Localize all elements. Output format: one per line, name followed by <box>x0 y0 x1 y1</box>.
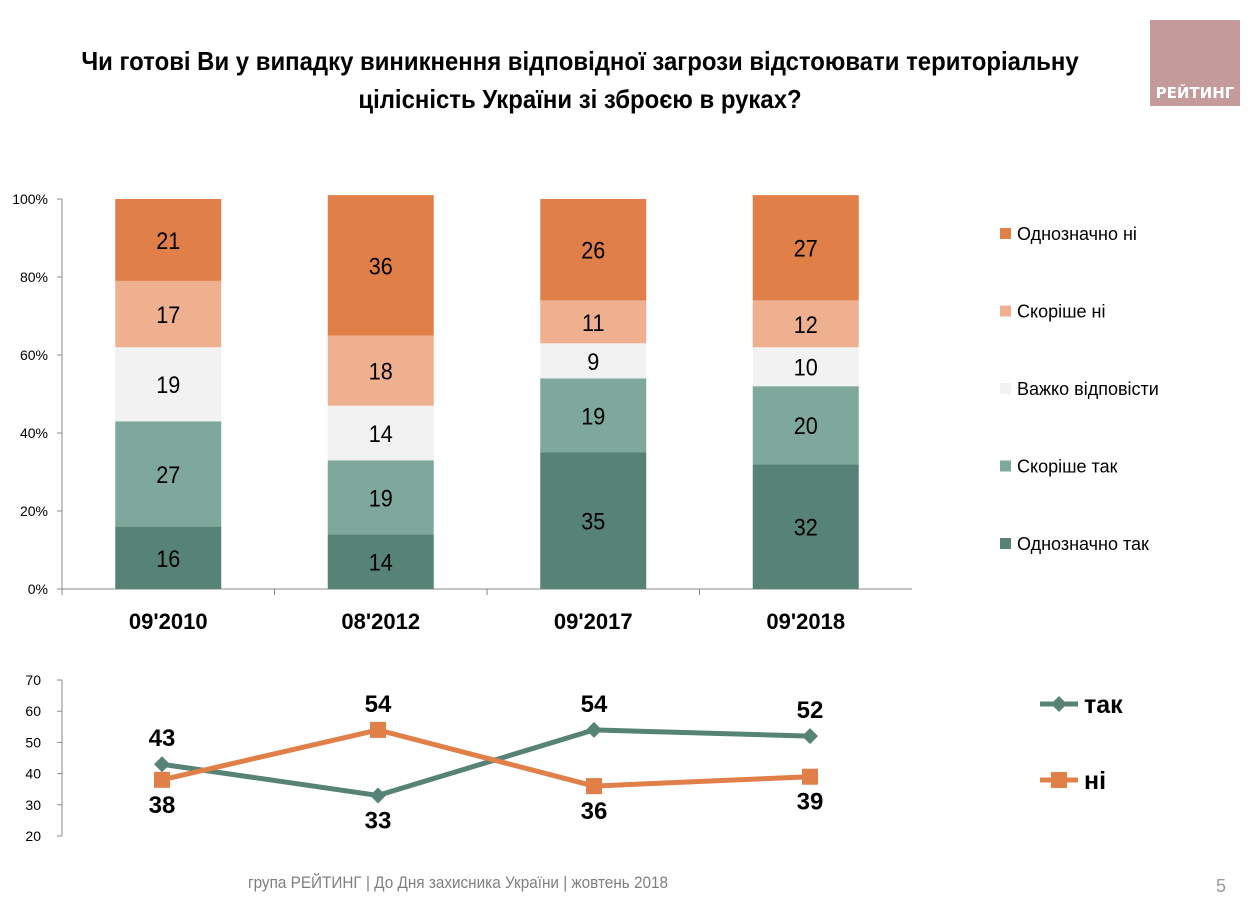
data-point-marker <box>802 728 818 745</box>
bar-label: 18 <box>369 358 393 385</box>
data-label: 52 <box>797 697 824 724</box>
y-tick-label: 40% <box>20 425 48 441</box>
data-label: 36 <box>581 798 608 825</box>
legend-label: ні <box>1084 767 1106 795</box>
bar-label: 20 <box>794 412 818 439</box>
logo-text: РЕЙТИНГ <box>1155 84 1235 102</box>
legend-marker <box>1051 696 1067 712</box>
data-point-marker <box>154 771 170 788</box>
bar-label: 35 <box>581 508 605 535</box>
bar-segment <box>540 378 647 453</box>
x-tick-label: 09'2017 <box>554 609 633 634</box>
x-tick-label: 09'2010 <box>129 609 208 634</box>
data-label: 33 <box>365 807 392 834</box>
bar-label: 16 <box>156 545 180 572</box>
data-label: 54 <box>581 691 608 718</box>
bar-label: 17 <box>156 301 180 328</box>
bar-label: 27 <box>156 461 180 488</box>
bar-segment <box>327 460 434 535</box>
data-point-marker <box>802 768 818 785</box>
bar-label: 12 <box>794 311 818 338</box>
data-point-marker <box>154 756 170 773</box>
legend-label: Скоріше ні <box>1017 302 1106 322</box>
y-tick-label: 60% <box>20 347 48 363</box>
series-line <box>161 727 811 789</box>
legend-label: Скоріше так <box>1017 457 1118 477</box>
y-tick-label: 0% <box>28 581 48 597</box>
footer: група РЕЙТИНГ | До Дня захисника України… <box>248 873 669 892</box>
legend-swatch <box>1000 383 1011 394</box>
bar-segment <box>327 405 434 461</box>
legend-label: Однозначно так <box>1017 534 1149 554</box>
data-label: 38 <box>149 792 176 819</box>
y-tick-label: 60 <box>25 703 41 719</box>
bar-segment <box>327 195 434 336</box>
bar-label: 21 <box>156 227 180 254</box>
bar-label: 11 <box>582 309 604 336</box>
bar-segment <box>540 343 647 379</box>
bar-label: 10 <box>794 354 818 381</box>
bar-segment <box>327 335 434 406</box>
bar-label: 26 <box>581 237 605 264</box>
legend-label: Важко відповісти <box>1017 379 1159 399</box>
bar-label: 19 <box>156 371 180 398</box>
y-tick-label: 30 <box>25 797 41 813</box>
bar-label: 36 <box>369 252 393 279</box>
bar-label: 14 <box>369 549 393 576</box>
bar-segment <box>752 195 859 301</box>
legend-swatch <box>1000 305 1011 317</box>
data-point-marker <box>586 721 602 738</box>
bar-label: 19 <box>369 484 393 511</box>
legend-swatch <box>1000 228 1011 239</box>
logo: РЕЙТИНГ <box>1150 20 1240 106</box>
data-label: 39 <box>797 789 824 816</box>
legend-label: так <box>1084 691 1123 719</box>
data-point-marker <box>586 778 602 795</box>
x-tick-label: 08'2012 <box>341 609 420 634</box>
bar-label: 14 <box>369 420 393 447</box>
bar-segment <box>540 452 647 589</box>
y-tick-label: 20% <box>20 503 48 519</box>
bar-segment <box>115 526 222 589</box>
y-tick-label: 20 <box>25 828 41 844</box>
bar-label: 27 <box>794 235 818 262</box>
bar-segment <box>327 534 434 589</box>
data-label: 43 <box>149 725 176 752</box>
bar-segment <box>115 347 222 422</box>
y-tick-label: 80% <box>20 269 48 285</box>
bar-segment <box>115 280 222 348</box>
data-label: 54 <box>365 691 392 718</box>
bar-label: 9 <box>587 348 599 375</box>
bar-segment <box>752 386 859 465</box>
bar-label: 19 <box>581 402 605 429</box>
y-tick-label: 40 <box>25 766 41 782</box>
bar-segment <box>540 199 647 301</box>
legend-label: Однозначно ні <box>1017 224 1137 244</box>
bar-segment <box>752 464 859 589</box>
bar-segment <box>752 300 859 348</box>
page-title: Чи готові Ви у випадку виникнення відпов… <box>81 46 1079 114</box>
page-number: 5 <box>1216 876 1227 896</box>
legend-swatch <box>1000 460 1011 472</box>
bar-segment <box>752 347 859 387</box>
data-point-marker <box>370 721 386 738</box>
data-point-marker <box>370 787 386 804</box>
y-tick-label: 50 <box>25 734 41 750</box>
y-tick-label: 70 <box>25 672 41 688</box>
bar-segment <box>115 199 222 281</box>
y-tick-label: 100% <box>12 191 48 207</box>
x-tick-label: 09'2018 <box>766 609 845 634</box>
legend-swatch <box>1000 538 1011 549</box>
bar-segment <box>115 421 222 527</box>
bar-label: 32 <box>794 514 818 541</box>
bar-segment <box>540 300 647 344</box>
series-line <box>161 727 811 798</box>
legend-marker <box>1051 772 1067 788</box>
